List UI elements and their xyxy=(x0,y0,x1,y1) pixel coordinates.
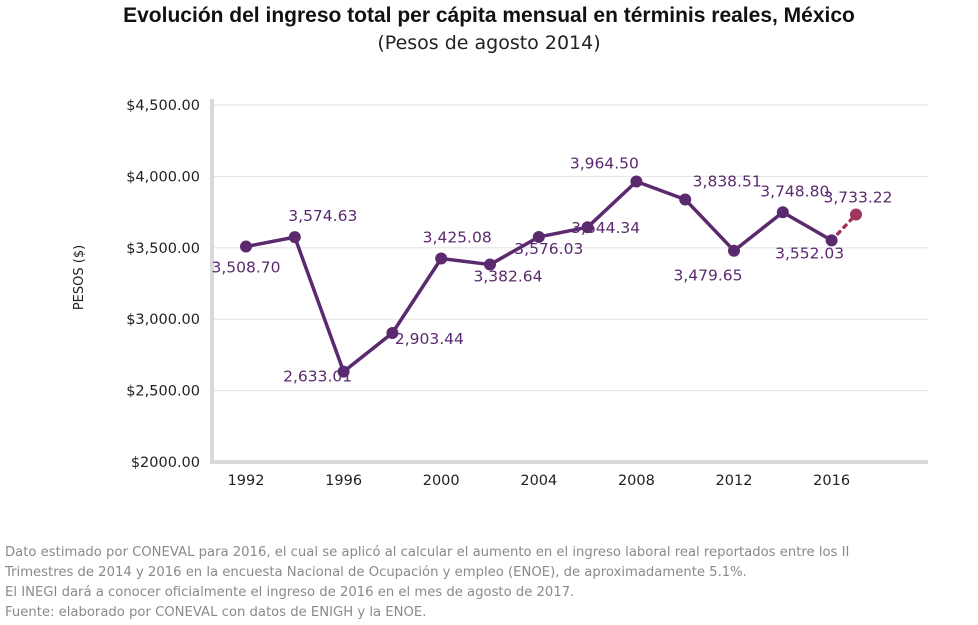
data-point xyxy=(825,234,838,247)
data-label: 3,574.63 xyxy=(288,207,357,225)
line-chart: $4,500.00 $4,000.00 $3,500.00 $3,000.00 $2,5… xyxy=(72,98,928,489)
data-point xyxy=(532,230,545,243)
data-label: 3,733.22 xyxy=(823,188,892,206)
data-label: 3,508.70 xyxy=(211,259,280,277)
footnote-line: Trimestres de 2014 y 2016 en la encuesta… xyxy=(5,565,747,580)
data-label: 3,838.51 xyxy=(693,172,762,190)
y-tick-label: $4,500.00 xyxy=(126,98,200,114)
data-point xyxy=(386,326,399,339)
y-tick-label: $4,000.00 xyxy=(126,169,200,185)
data-label: 2,903.44 xyxy=(395,330,464,348)
data-label: 3,552.03 xyxy=(775,244,844,262)
data-label: 3,748.80 xyxy=(760,182,829,200)
y-tick-label: $2,500.00 xyxy=(126,384,200,400)
chart-subtitle: (Pesos de agosto 2014) xyxy=(377,32,601,54)
projected-data-point xyxy=(850,208,862,221)
data-label: 3,964.50 xyxy=(570,154,639,172)
source-line: Fuente: elaborado por CONEVAL con datos … xyxy=(5,605,427,620)
x-tick-label: 1996 xyxy=(325,473,362,489)
x-tick-label: 2016 xyxy=(813,473,850,489)
x-tick-label: 2008 xyxy=(618,473,655,489)
footnotes: Dato estimado por CONEVAL para 2016, el … xyxy=(5,543,975,623)
chart-title: Evolución del ingreso total per cápita m… xyxy=(123,4,855,27)
data-label: 3,425.08 xyxy=(423,228,492,246)
data-point xyxy=(484,258,496,271)
data-label: 3,479.65 xyxy=(673,267,742,285)
data-point xyxy=(435,252,448,265)
footnote-line: Dato estimado por CONEVAL para 2016, el … xyxy=(5,545,850,560)
x-tick-label: 2004 xyxy=(520,473,557,489)
footnote-line: El INEGI dará a conocer oficialmente el … xyxy=(5,585,575,600)
data-label: 3,644.34 xyxy=(571,219,640,237)
data-point xyxy=(240,240,252,253)
y-axis-title: PESOS ($) xyxy=(72,245,87,310)
data-point xyxy=(337,365,350,378)
data-point xyxy=(581,221,594,234)
y-tick-label: $3,000.00 xyxy=(126,312,200,328)
x-tick-label: 2000 xyxy=(423,473,460,489)
x-tick-label: 1992 xyxy=(228,473,265,489)
data-point xyxy=(679,193,692,206)
data-label: 2,633.01 xyxy=(283,368,352,386)
data-point xyxy=(776,206,789,219)
data-label: 3,576.03 xyxy=(514,240,583,258)
y-tick-label: $2000.00 xyxy=(131,455,200,471)
data-point xyxy=(728,244,740,257)
data-point xyxy=(630,175,643,188)
x-tick-label: 2012 xyxy=(716,473,753,489)
data-point xyxy=(288,231,301,244)
y-tick-label: $3,500.00 xyxy=(126,241,200,257)
data-label: 3,382.64 xyxy=(473,268,542,286)
